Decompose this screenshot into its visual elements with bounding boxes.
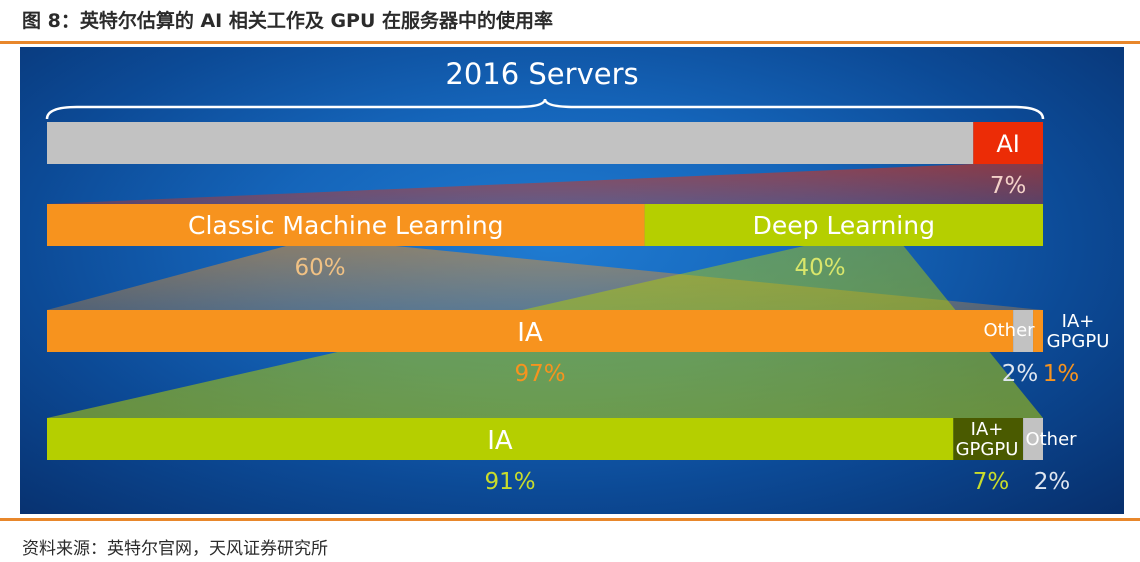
figure-title: 图 8：英特尔估算的 AI 相关工作及 GPU 在服务器中的使用率: [22, 10, 554, 32]
pct-deep-learning: 40%: [794, 255, 845, 281]
pct-dl-ia: 91%: [484, 469, 535, 495]
bar-row4-segment1: [47, 418, 954, 460]
label-dl-gpgpu-line1: IA+: [971, 419, 1004, 440]
label-classic-ml: Classic Machine Learning: [188, 211, 504, 240]
bar-row4-segment3: [1023, 418, 1043, 460]
label-ml-other: Other: [983, 320, 1035, 341]
bar-row3-segment1: [47, 310, 1014, 352]
servers-brace: [45, 98, 1045, 120]
chart-title: 2016 Servers: [445, 57, 638, 91]
label-dl-other: Other: [1025, 429, 1077, 450]
pct-ml-ia: 97%: [514, 361, 565, 387]
label-ml-gpgpu-line1: IA+: [1062, 311, 1095, 332]
top-rule: [0, 41, 1140, 44]
label-ml-ia: IA: [517, 318, 543, 348]
chart-svg: 2016 Servers AI 7% Classic Machine Learning…: [45, 57, 1110, 495]
pct-ml-other: 2%: [1002, 361, 1039, 387]
chart-panel: 2016 Servers AI 7% Classic Machine Learning…: [20, 47, 1124, 514]
label-ml-gpgpu-line2: GPGPU: [1047, 331, 1110, 352]
bar-row4-segment2: [953, 418, 1024, 460]
funnel-ai: [47, 164, 1043, 204]
bar-row3-segment2: [1013, 310, 1034, 352]
pct-dl-gpgpu: 7%: [973, 469, 1010, 495]
source-note: 资料来源：英特尔官网，天风证券研究所: [22, 539, 328, 559]
label-ai: AI: [996, 130, 1020, 158]
label-deep-learning: Deep Learning: [753, 211, 935, 240]
label-dl-gpgpu-line2: GPGPU: [956, 439, 1019, 460]
bar-row1-segment1: [47, 122, 974, 164]
pct-dl-other: 2%: [1034, 469, 1071, 495]
bar-row1-segment2: [973, 122, 1043, 164]
pct-classic-ml: 60%: [294, 255, 345, 281]
bar-row2-segment2: [644, 204, 1043, 246]
bar-row3-segment3: [1033, 310, 1043, 352]
label-dl-ia: IA: [487, 426, 513, 456]
bottom-rule: [0, 518, 1140, 521]
pct-ml-gpgpu: 1%: [1043, 361, 1080, 387]
pct-ai: 7%: [990, 173, 1027, 199]
bar-row2-segment1: [47, 204, 645, 246]
